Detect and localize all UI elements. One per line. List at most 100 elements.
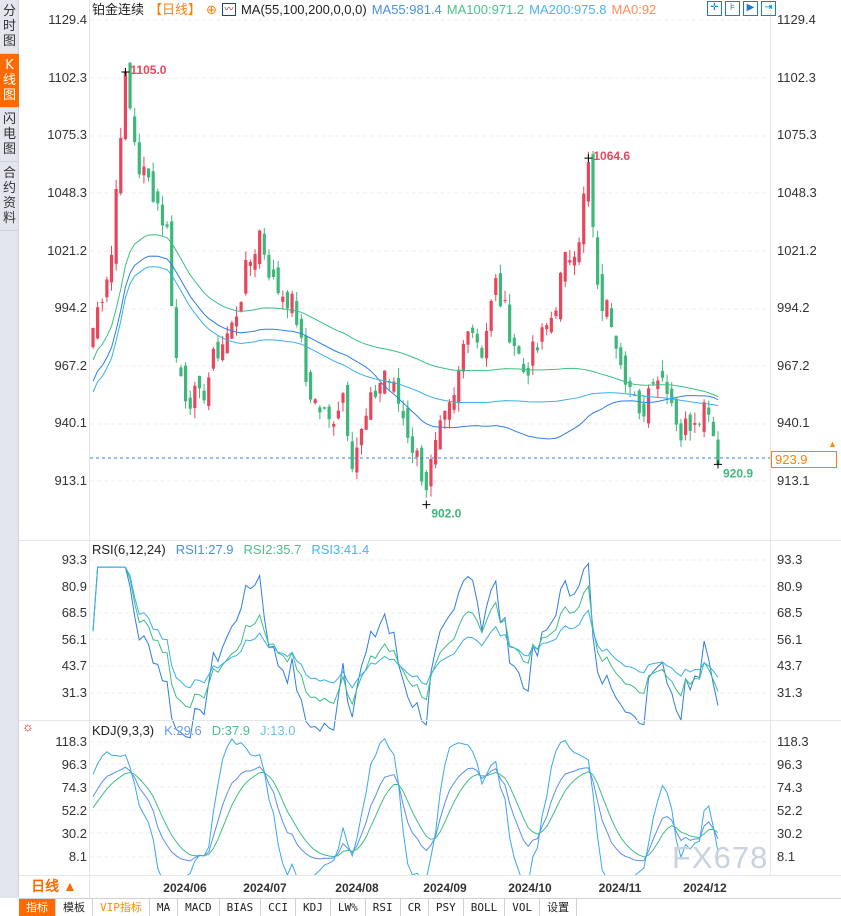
candle-body bbox=[295, 300, 299, 325]
rsi-axis-label: 56.1 bbox=[777, 631, 803, 647]
candle-body bbox=[517, 346, 521, 354]
toolbar-tab-vol[interactable]: VOL bbox=[505, 899, 541, 916]
candle-body bbox=[642, 403, 646, 417]
kdj-legend: KDJ(9,3,3) K:29.6 D:37.9 J:13.0 bbox=[92, 723, 295, 738]
toolbar-tab-macd[interactable]: MACD bbox=[178, 899, 220, 916]
toolbar-tab-kdj[interactable]: KDJ bbox=[296, 899, 331, 916]
rsi2-line bbox=[92, 566, 719, 709]
right-axis: 1129.4 1102.3 1075.3 1048.3 1021.2 994.2 967.2… bbox=[770, 0, 841, 875]
candle-body bbox=[193, 385, 197, 409]
candle-body bbox=[183, 365, 188, 402]
candle-body bbox=[258, 230, 262, 265]
price-axis-label: 1048.3 bbox=[47, 184, 87, 200]
rsi2-value: RSI2:35.7 bbox=[243, 542, 302, 557]
toolbar-tab-boll[interactable]: BOLL bbox=[464, 899, 506, 916]
candle-body bbox=[346, 384, 350, 436]
date-label: 2024/10 bbox=[508, 881, 552, 895]
candle-body bbox=[697, 423, 702, 425]
candle-body bbox=[628, 381, 632, 388]
extreme-marker bbox=[121, 68, 130, 77]
candle-body bbox=[508, 304, 512, 343]
goto-end-icon[interactable]: ⇥ bbox=[761, 1, 776, 16]
candle-body bbox=[679, 423, 683, 441]
candle-body bbox=[582, 193, 586, 245]
crosshair-icon[interactable]: ⊕ bbox=[206, 2, 217, 17]
indicator-chart-icon[interactable]: 〰 bbox=[221, 3, 236, 16]
candle-body bbox=[359, 428, 364, 446]
candle-body bbox=[711, 421, 715, 437]
price-axis-label: 1021.2 bbox=[47, 242, 87, 258]
rsi1-value: RSI1:27.9 bbox=[175, 542, 234, 557]
toolbar-tab-指标[interactable]: 指标 bbox=[19, 899, 56, 916]
candle-body bbox=[586, 162, 590, 202]
candle-body bbox=[188, 397, 192, 409]
candle-body bbox=[591, 154, 595, 228]
rsi-axis-label: 43.7 bbox=[777, 658, 803, 674]
price-axis-label: 1021.2 bbox=[777, 242, 817, 258]
scroll-up-icon[interactable]: ▲ bbox=[828, 439, 837, 449]
candle-body bbox=[336, 410, 340, 419]
tab-kline[interactable]: K线图 bbox=[0, 54, 19, 108]
candle-body bbox=[498, 273, 503, 307]
toolbar-tab-cci[interactable]: CCI bbox=[261, 899, 296, 916]
price-axis-label: 994.2 bbox=[54, 300, 87, 316]
toolbar-tab-bias[interactable]: BIAS bbox=[220, 899, 262, 916]
toolbar-tab-模板[interactable]: 模板 bbox=[56, 899, 93, 916]
candle-body bbox=[100, 301, 104, 303]
kdj-axis-label: 30.2 bbox=[61, 826, 87, 841]
kdj-axis-label: 52.2 bbox=[777, 803, 803, 818]
period-selector[interactable]: 日线 ▲ bbox=[19, 875, 90, 898]
chart-canvas[interactable]: 1105.0 1064.6 902.0 920.9 bbox=[0, 0, 841, 875]
candle-body bbox=[160, 204, 165, 226]
settings-sun-icon[interactable]: ☼ bbox=[22, 719, 34, 734]
price-axis-label: 913.1 bbox=[777, 473, 810, 488]
candle-body bbox=[304, 335, 308, 382]
tab-flash-chart[interactable]: 闪电图 bbox=[0, 108, 19, 162]
pane-divider[interactable] bbox=[19, 720, 841, 721]
extreme-price-label: 920.9 bbox=[723, 466, 753, 480]
candle-body bbox=[623, 355, 628, 385]
candle-body bbox=[165, 224, 169, 227]
zoom-range-icon[interactable]: ⊧ bbox=[725, 1, 740, 16]
toolbar-tab-psy[interactable]: PSY bbox=[429, 899, 464, 916]
rsi-axis-label: 31.3 bbox=[777, 685, 803, 700]
ma55-line bbox=[92, 255, 719, 440]
candle-body bbox=[244, 259, 248, 294]
tab-time-sharing[interactable]: 分时图 bbox=[0, 0, 19, 54]
date-label: 2024/06 bbox=[163, 881, 207, 895]
candle-body bbox=[202, 390, 206, 401]
price-axis-label: 967.2 bbox=[777, 357, 810, 373]
candle-body bbox=[383, 370, 387, 394]
candle-body bbox=[285, 291, 290, 309]
candle-body bbox=[299, 318, 303, 338]
toolbar-tab-vip指标[interactable]: VIP指标 bbox=[93, 899, 150, 916]
kdj-axis-label: 30.2 bbox=[777, 826, 803, 841]
toolbar-tab-设置[interactable]: 设置 bbox=[540, 899, 578, 916]
price-axis-label: 940.1 bbox=[777, 415, 810, 431]
candle-body bbox=[674, 398, 678, 425]
candle-body bbox=[156, 191, 160, 204]
price-axis-label: 967.2 bbox=[54, 357, 87, 373]
left-axis: 1129.4 1102.3 1075.3 1048.3 1021.2 994.2 967.2… bbox=[19, 0, 90, 875]
candle-body bbox=[373, 390, 378, 397]
candle-body bbox=[693, 423, 697, 425]
tab-contract-info[interactable]: 合约资料 bbox=[0, 162, 19, 231]
crosshair-toggle-icon[interactable]: ✛ bbox=[707, 1, 722, 16]
last-price-tag: 923.9 bbox=[771, 451, 837, 468]
play-forward-icon[interactable]: ▶ bbox=[743, 1, 758, 16]
toolbar-tab-cr[interactable]: CR bbox=[401, 899, 429, 916]
date-axis: 2024/06 2024/07 2024/08 2024/09 2024/10 2024/… bbox=[90, 875, 770, 898]
rsi-axis-label: 93.3 bbox=[777, 552, 803, 567]
candle-body bbox=[322, 407, 327, 409]
candle-body bbox=[281, 296, 285, 302]
candle-body bbox=[415, 450, 419, 457]
kdj-k-value: K:29.6 bbox=[164, 723, 202, 738]
toolbar-tab-ma[interactable]: MA bbox=[150, 899, 179, 916]
toolbar-tab-lw%[interactable]: LW% bbox=[331, 899, 366, 916]
pane-divider[interactable] bbox=[19, 540, 841, 541]
candle-body bbox=[271, 269, 276, 277]
candle-body bbox=[503, 299, 507, 301]
candle-body bbox=[276, 267, 280, 294]
toolbar-tab-rsi[interactable]: RSI bbox=[366, 899, 401, 916]
candle-body bbox=[211, 348, 215, 369]
